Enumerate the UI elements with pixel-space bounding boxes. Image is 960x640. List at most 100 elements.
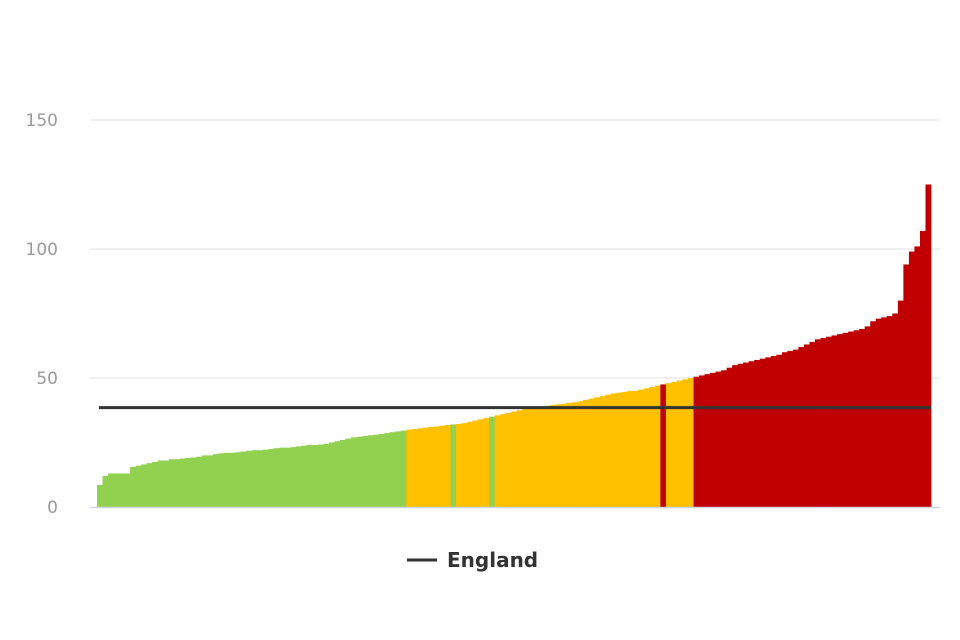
bar[interactable] — [732, 365, 739, 507]
bar[interactable] — [334, 441, 341, 507]
bar[interactable] — [842, 332, 849, 507]
bar[interactable] — [400, 430, 407, 507]
bar[interactable] — [826, 336, 832, 507]
bar[interactable] — [478, 419, 485, 507]
bar[interactable] — [859, 328, 866, 507]
bar[interactable] — [798, 347, 805, 507]
bar[interactable] — [831, 335, 838, 507]
bar[interactable] — [472, 420, 479, 507]
bar[interactable] — [356, 436, 363, 507]
bar[interactable] — [395, 431, 402, 507]
bar[interactable] — [676, 380, 683, 507]
legend[interactable]: England — [407, 548, 538, 572]
bar[interactable] — [721, 370, 728, 507]
bar[interactable] — [908, 251, 915, 507]
bar[interactable] — [384, 433, 391, 507]
bar[interactable] — [323, 443, 330, 507]
bar[interactable] — [378, 433, 385, 507]
bar[interactable] — [914, 246, 921, 508]
bar[interactable] — [505, 412, 512, 507]
bar[interactable] — [919, 230, 926, 507]
bar[interactable] — [522, 408, 529, 507]
bar[interactable] — [897, 300, 904, 507]
bar[interactable] — [279, 447, 286, 507]
bar[interactable] — [406, 429, 413, 507]
bar[interactable] — [157, 460, 164, 507]
bar[interactable] — [693, 376, 700, 507]
bar[interactable] — [621, 391, 628, 507]
bar[interactable] — [549, 405, 556, 507]
bar[interactable] — [765, 357, 772, 507]
bar[interactable] — [864, 326, 871, 507]
bar[interactable] — [886, 316, 893, 507]
bar[interactable] — [665, 383, 672, 507]
bar[interactable] — [638, 389, 645, 507]
bar[interactable] — [848, 331, 855, 507]
bar[interactable] — [643, 388, 650, 507]
bar[interactable] — [743, 362, 750, 507]
bar[interactable] — [235, 452, 241, 507]
bar[interactable] — [682, 379, 689, 507]
bar[interactable] — [566, 403, 573, 507]
bar[interactable] — [654, 385, 661, 507]
bar[interactable] — [268, 448, 275, 507]
bar[interactable] — [527, 408, 534, 507]
bar[interactable] — [538, 406, 545, 507]
bar[interactable] — [837, 334, 844, 507]
bar[interactable] — [820, 338, 827, 507]
bar[interactable] — [715, 371, 722, 507]
bar[interactable] — [185, 457, 192, 507]
bar[interactable] — [141, 464, 148, 507]
bar[interactable] — [588, 398, 595, 507]
bar[interactable] — [704, 374, 711, 507]
bar[interactable] — [433, 426, 440, 508]
bar[interactable] — [875, 318, 882, 507]
bar[interactable] — [135, 465, 142, 507]
bar[interactable] — [152, 461, 159, 507]
bar[interactable] — [179, 458, 186, 508]
bar[interactable] — [748, 361, 755, 507]
bar[interactable] — [571, 402, 578, 507]
bar[interactable] — [560, 403, 567, 507]
bar[interactable] — [273, 448, 280, 507]
bar[interactable] — [168, 459, 175, 507]
bar[interactable] — [113, 473, 120, 507]
bar[interactable] — [726, 367, 733, 507]
bar[interactable] — [212, 454, 219, 507]
bar[interactable] — [577, 401, 584, 507]
bar[interactable] — [903, 264, 910, 507]
bar[interactable] — [583, 399, 589, 507]
bar[interactable] — [892, 313, 899, 508]
bar[interactable] — [671, 381, 678, 507]
bar[interactable] — [815, 339, 821, 507]
bar[interactable] — [196, 456, 203, 507]
bar[interactable] — [660, 384, 667, 507]
bar[interactable] — [853, 330, 860, 507]
bar[interactable] — [616, 392, 623, 507]
bar[interactable] — [699, 375, 705, 507]
bar[interactable] — [687, 378, 694, 507]
bar[interactable] — [301, 445, 308, 507]
bar[interactable] — [422, 427, 429, 507]
bar[interactable] — [533, 407, 540, 507]
bar[interactable] — [594, 397, 601, 507]
bar[interactable] — [776, 354, 783, 507]
bar[interactable] — [511, 411, 518, 507]
bar[interactable] — [500, 414, 507, 507]
bar[interactable] — [251, 450, 258, 507]
bar[interactable] — [312, 445, 319, 507]
bar[interactable] — [770, 356, 777, 507]
bar[interactable] — [516, 410, 523, 507]
bar[interactable] — [218, 453, 225, 507]
bar[interactable] — [317, 444, 324, 507]
bar[interactable] — [792, 349, 799, 507]
bar[interactable] — [290, 447, 297, 507]
bar[interactable] — [925, 184, 932, 508]
bar[interactable] — [428, 427, 435, 507]
bar[interactable] — [389, 432, 396, 507]
bar[interactable] — [450, 424, 457, 507]
bar[interactable] — [306, 445, 313, 507]
bar[interactable] — [190, 457, 197, 507]
bar[interactable] — [224, 452, 230, 507]
bar[interactable] — [146, 463, 153, 507]
